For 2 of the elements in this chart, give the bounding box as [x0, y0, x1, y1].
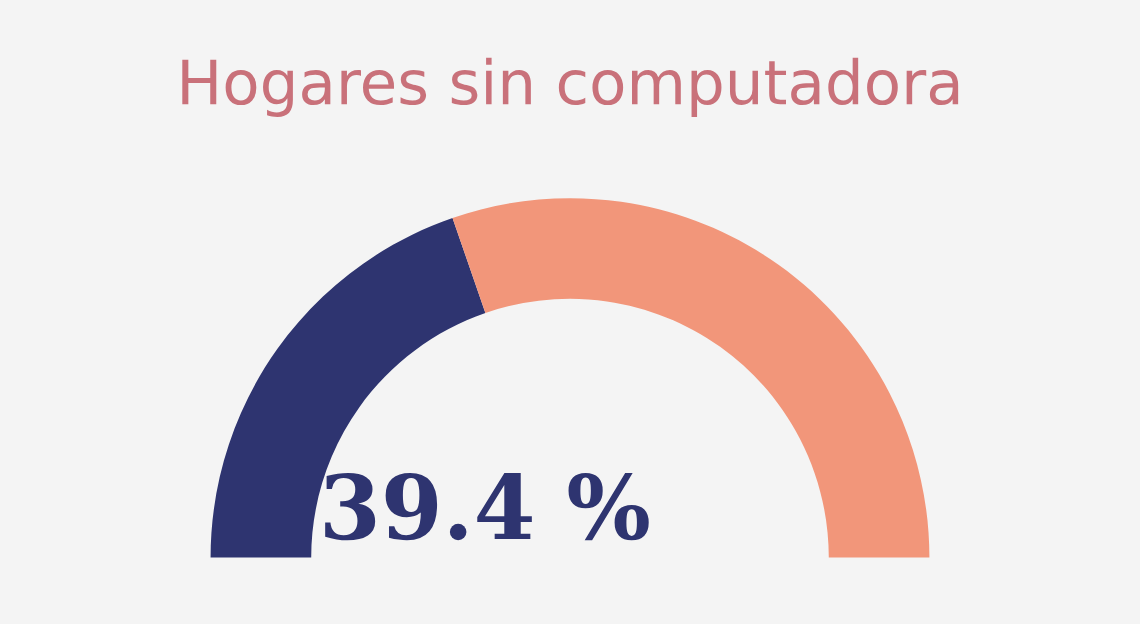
chart-title: Hogares sin computadora: [182, 57, 959, 117]
data-label: 39.4 %: [325, 473, 649, 541]
